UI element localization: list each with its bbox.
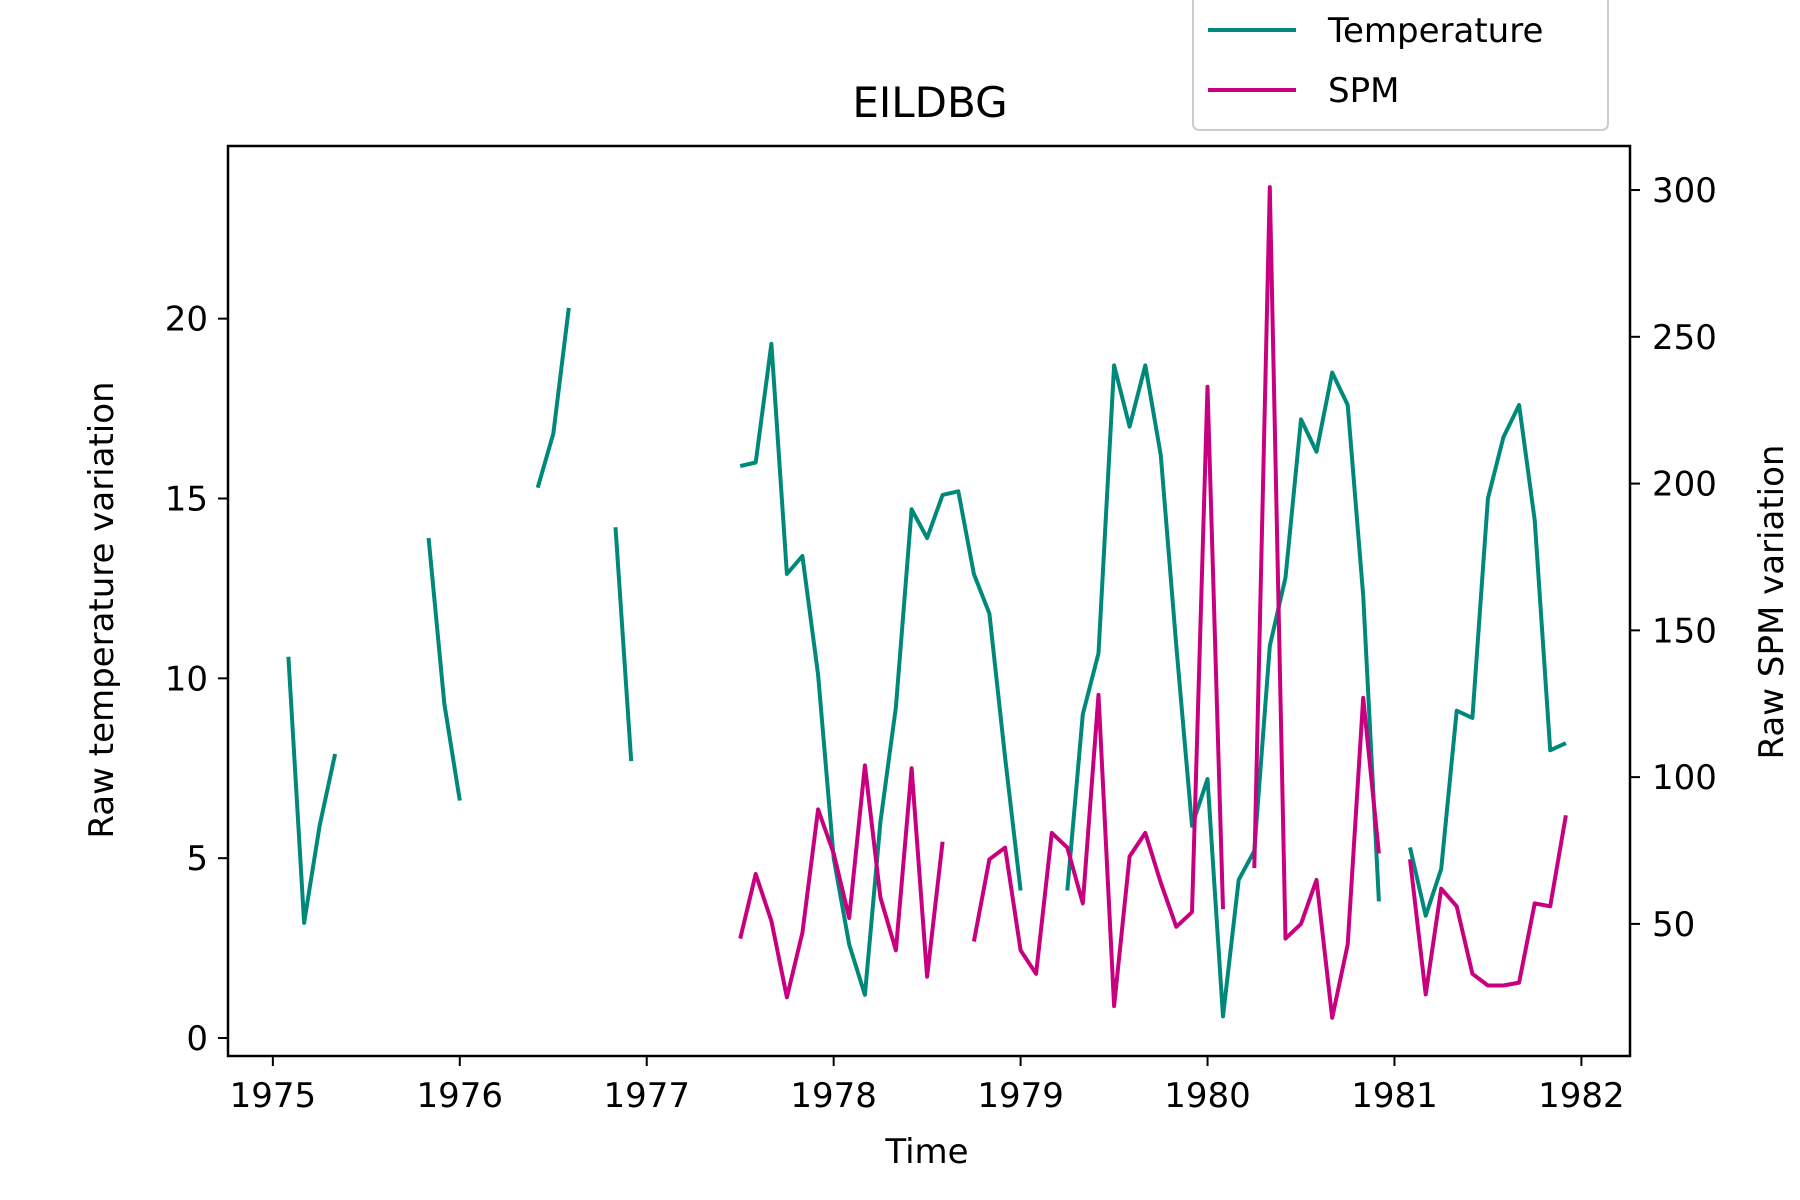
x-tick-label: 1977 [603, 1076, 690, 1116]
chart-title: EILDBG [852, 78, 1007, 127]
y-right-tick-label: 300 [1652, 171, 1717, 211]
y-right-tick-label: 200 [1652, 465, 1717, 505]
series-line-spm-segment [1252, 185, 1381, 1020]
x-tick-label: 1982 [1538, 1076, 1625, 1116]
y-right-tick-label: 250 [1652, 318, 1717, 358]
series-line-spm-segment [1408, 814, 1568, 997]
x-axis: 1975 1976 1977 1978 1979 1980 1981 1982 [230, 1056, 1625, 1116]
y-left-tick-label: 20 [165, 300, 208, 340]
x-tick-label: 1979 [977, 1076, 1064, 1116]
series-line-spm-segment [738, 763, 945, 1000]
y-axis-left-label: Raw temperature variation [82, 381, 122, 838]
legend: Temperature SPM [1192, 0, 1609, 131]
legend-label-spm: SPM [1328, 71, 1399, 111]
y-right-tick-label: 100 [1652, 758, 1717, 798]
series-line-temperature-segment [613, 527, 634, 762]
y-left-tick-label: 0 [186, 1019, 208, 1059]
plot-area [226, 144, 1632, 1058]
series-line-temperature-segment [1065, 363, 1381, 1019]
y-axis-left: 0 5 10 15 20 [165, 300, 228, 1059]
y-axis-right-label: Raw SPM variation [1752, 445, 1792, 760]
plot-frame [226, 144, 1632, 1058]
series-line-temperature-segment [286, 656, 338, 925]
x-tick-label: 1975 [230, 1076, 317, 1116]
x-tick-label: 1980 [1164, 1076, 1251, 1116]
y-right-tick-label: 150 [1652, 611, 1717, 651]
y-left-tick-label: 15 [165, 479, 208, 519]
series-line-temperature-segment [535, 307, 571, 489]
x-tick-label: 1981 [1351, 1076, 1438, 1116]
x-axis-label: Time [884, 1132, 968, 1172]
legend-label-temperature: Temperature [1327, 11, 1543, 51]
x-tick-label: 1976 [417, 1076, 504, 1116]
legend-box [1192, 0, 1609, 131]
series-line-temperature-segment [739, 341, 1023, 997]
y-axis-right: 50 100 150 200 250 300 [1630, 171, 1717, 945]
y-right-tick-label: 50 [1652, 905, 1695, 945]
y-left-tick-label: 10 [165, 659, 208, 699]
series-line-spm-segment [971, 384, 1225, 1009]
x-tick-label: 1978 [790, 1076, 877, 1116]
series-line-temperature-segment [426, 537, 462, 801]
y-left-tick-label: 5 [186, 839, 208, 879]
series-line-temperature-segment [1408, 403, 1567, 918]
